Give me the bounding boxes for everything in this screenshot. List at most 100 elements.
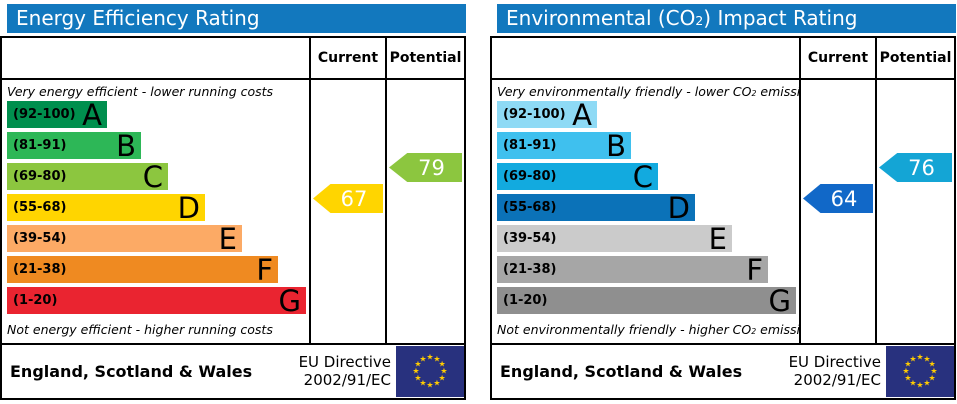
band-letter: E [218, 221, 237, 256]
band-range: (55-68) [503, 200, 557, 215]
band-letter: C [142, 159, 163, 194]
band-range: (1-20) [13, 293, 58, 308]
band-range: (69-80) [13, 169, 67, 184]
band-range: (55-68) [13, 200, 67, 215]
header-spacer [2, 38, 309, 78]
panel-footer: England, Scotland & Wales EU Directive 20… [490, 345, 956, 400]
band-letter: F [746, 252, 763, 287]
panel-co2-impact: Environmental (CO2) Impact Rating Curren… [490, 4, 956, 400]
band-letter: G [768, 283, 791, 318]
table-body: Very energy efficient - lower running co… [2, 80, 464, 343]
header-spacer [492, 38, 799, 78]
region-label: England, Scotland & Wales [500, 362, 743, 381]
svg-text:★: ★ [930, 367, 937, 376]
svg-text:★: ★ [439, 374, 446, 383]
table-header-row: Current Potential [492, 38, 954, 80]
band-row-c: (69-80) C [7, 159, 168, 194]
title-subscript: 2 [695, 13, 704, 28]
band-range: (69-80) [503, 169, 557, 184]
title-text: Energy Efficiency Rating [16, 6, 260, 30]
band-letter: B [606, 128, 626, 163]
svg-text:★: ★ [929, 360, 936, 369]
potential-rating-marker: 76 [879, 153, 952, 182]
band-range: (21-38) [503, 262, 557, 277]
band-row-f: (21-38) F [7, 252, 278, 287]
band-range: (92-100) [13, 107, 76, 122]
eu-flag-icon: ★ ★★ ★★★ ★★★ ★★★ [396, 346, 464, 397]
svg-text:★: ★ [916, 381, 923, 390]
table-body: Very environmentally friendly - lower CO… [492, 80, 954, 343]
band-row-d: (55-68) D [7, 190, 205, 225]
band-letter: G [278, 283, 301, 318]
svg-text:★: ★ [439, 360, 446, 369]
svg-text:★: ★ [916, 353, 923, 362]
current-rating-marker: 67 [313, 184, 383, 213]
panel-title-energy: Energy Efficiency Rating [7, 4, 466, 33]
table-header-row: Current Potential [2, 38, 464, 80]
band-row-e: (39-54) E [7, 221, 242, 256]
band-row-d: (55-68) D [497, 190, 695, 225]
column-header-potential: Potential [385, 38, 464, 78]
band-scale: Very energy efficient - lower running co… [2, 80, 309, 343]
band-row-e: (39-54) E [497, 221, 732, 256]
panel-title-co2: Environmental (CO2) Impact Rating [497, 4, 956, 33]
band-row-g: (1-20) G [7, 283, 306, 318]
band-row-b: (81-91) B [7, 131, 141, 160]
band-row-f: (21-38) F [497, 252, 768, 287]
panel-footer: England, Scotland & Wales EU Directive 20… [0, 345, 466, 400]
band-letter: F [256, 252, 273, 287]
region-label: England, Scotland & Wales [10, 362, 253, 381]
band-row-a: (92-100) A [497, 97, 597, 132]
svg-text:★: ★ [923, 379, 930, 388]
column-header-potential: Potential [875, 38, 954, 78]
title-text: Environmental (CO [506, 6, 696, 30]
svg-text:★: ★ [414, 374, 421, 383]
band-range: (1-20) [503, 293, 548, 308]
svg-text:★: ★ [909, 379, 916, 388]
current-rating-marker: 64 [803, 184, 873, 213]
band-letter: C [632, 159, 653, 194]
band-letter: A [82, 97, 102, 132]
svg-text:★: ★ [419, 354, 426, 363]
potential-rating-marker: 79 [389, 153, 462, 182]
caption-bottom: Not energy efficient - higher running co… [7, 322, 273, 337]
band-range: (39-54) [503, 231, 557, 246]
band-range: (81-91) [13, 138, 67, 153]
column-header-current: Current [309, 38, 385, 78]
band-letter: A [572, 97, 592, 132]
band-range: (39-54) [13, 231, 67, 246]
band-letter: E [708, 221, 727, 256]
svg-text:★: ★ [414, 360, 421, 369]
band-row-c: (69-80) C [497, 159, 658, 194]
svg-text:★: ★ [433, 354, 440, 363]
band-range: (81-91) [503, 138, 557, 153]
band-scale: Very environmentally friendly - lower CO… [492, 80, 799, 343]
svg-text:★: ★ [923, 354, 930, 363]
svg-text:★: ★ [904, 360, 911, 369]
band-range: (92-100) [503, 107, 566, 122]
eu-directive-label: EU Directive 2002/91/EC [298, 352, 391, 389]
band-letter: D [177, 190, 200, 225]
rating-table: Current Potential Very energy efficient … [0, 36, 466, 345]
svg-text:★: ★ [929, 374, 936, 383]
band-row-b: (81-91) B [497, 128, 631, 163]
title-text-end: ) Impact Rating [703, 6, 858, 30]
svg-text:★: ★ [909, 354, 916, 363]
panel-energy-efficiency: Energy Efficiency Rating Current Potenti… [0, 4, 466, 400]
svg-text:★: ★ [904, 374, 911, 383]
svg-text:★: ★ [412, 367, 419, 376]
potential-column: 79 [385, 80, 464, 343]
potential-column: 76 [875, 80, 954, 343]
rating-table: Current Potential Very environmentally f… [490, 36, 956, 345]
band-row-a: (92-100) A [7, 97, 107, 132]
svg-text:★: ★ [902, 367, 909, 376]
svg-text:★: ★ [426, 353, 433, 362]
eu-flag-icon: ★ ★★ ★★★ ★★★ ★★★ [886, 346, 954, 397]
caption-bottom: Not environmentally friendly - higher CO… [497, 322, 799, 337]
svg-text:★: ★ [426, 381, 433, 390]
caption-top: Very energy efficient - lower running co… [7, 84, 274, 99]
column-header-current: Current [799, 38, 875, 78]
eu-directive-label: EU Directive 2002/91/EC [788, 352, 881, 389]
band-letter: D [667, 190, 690, 225]
